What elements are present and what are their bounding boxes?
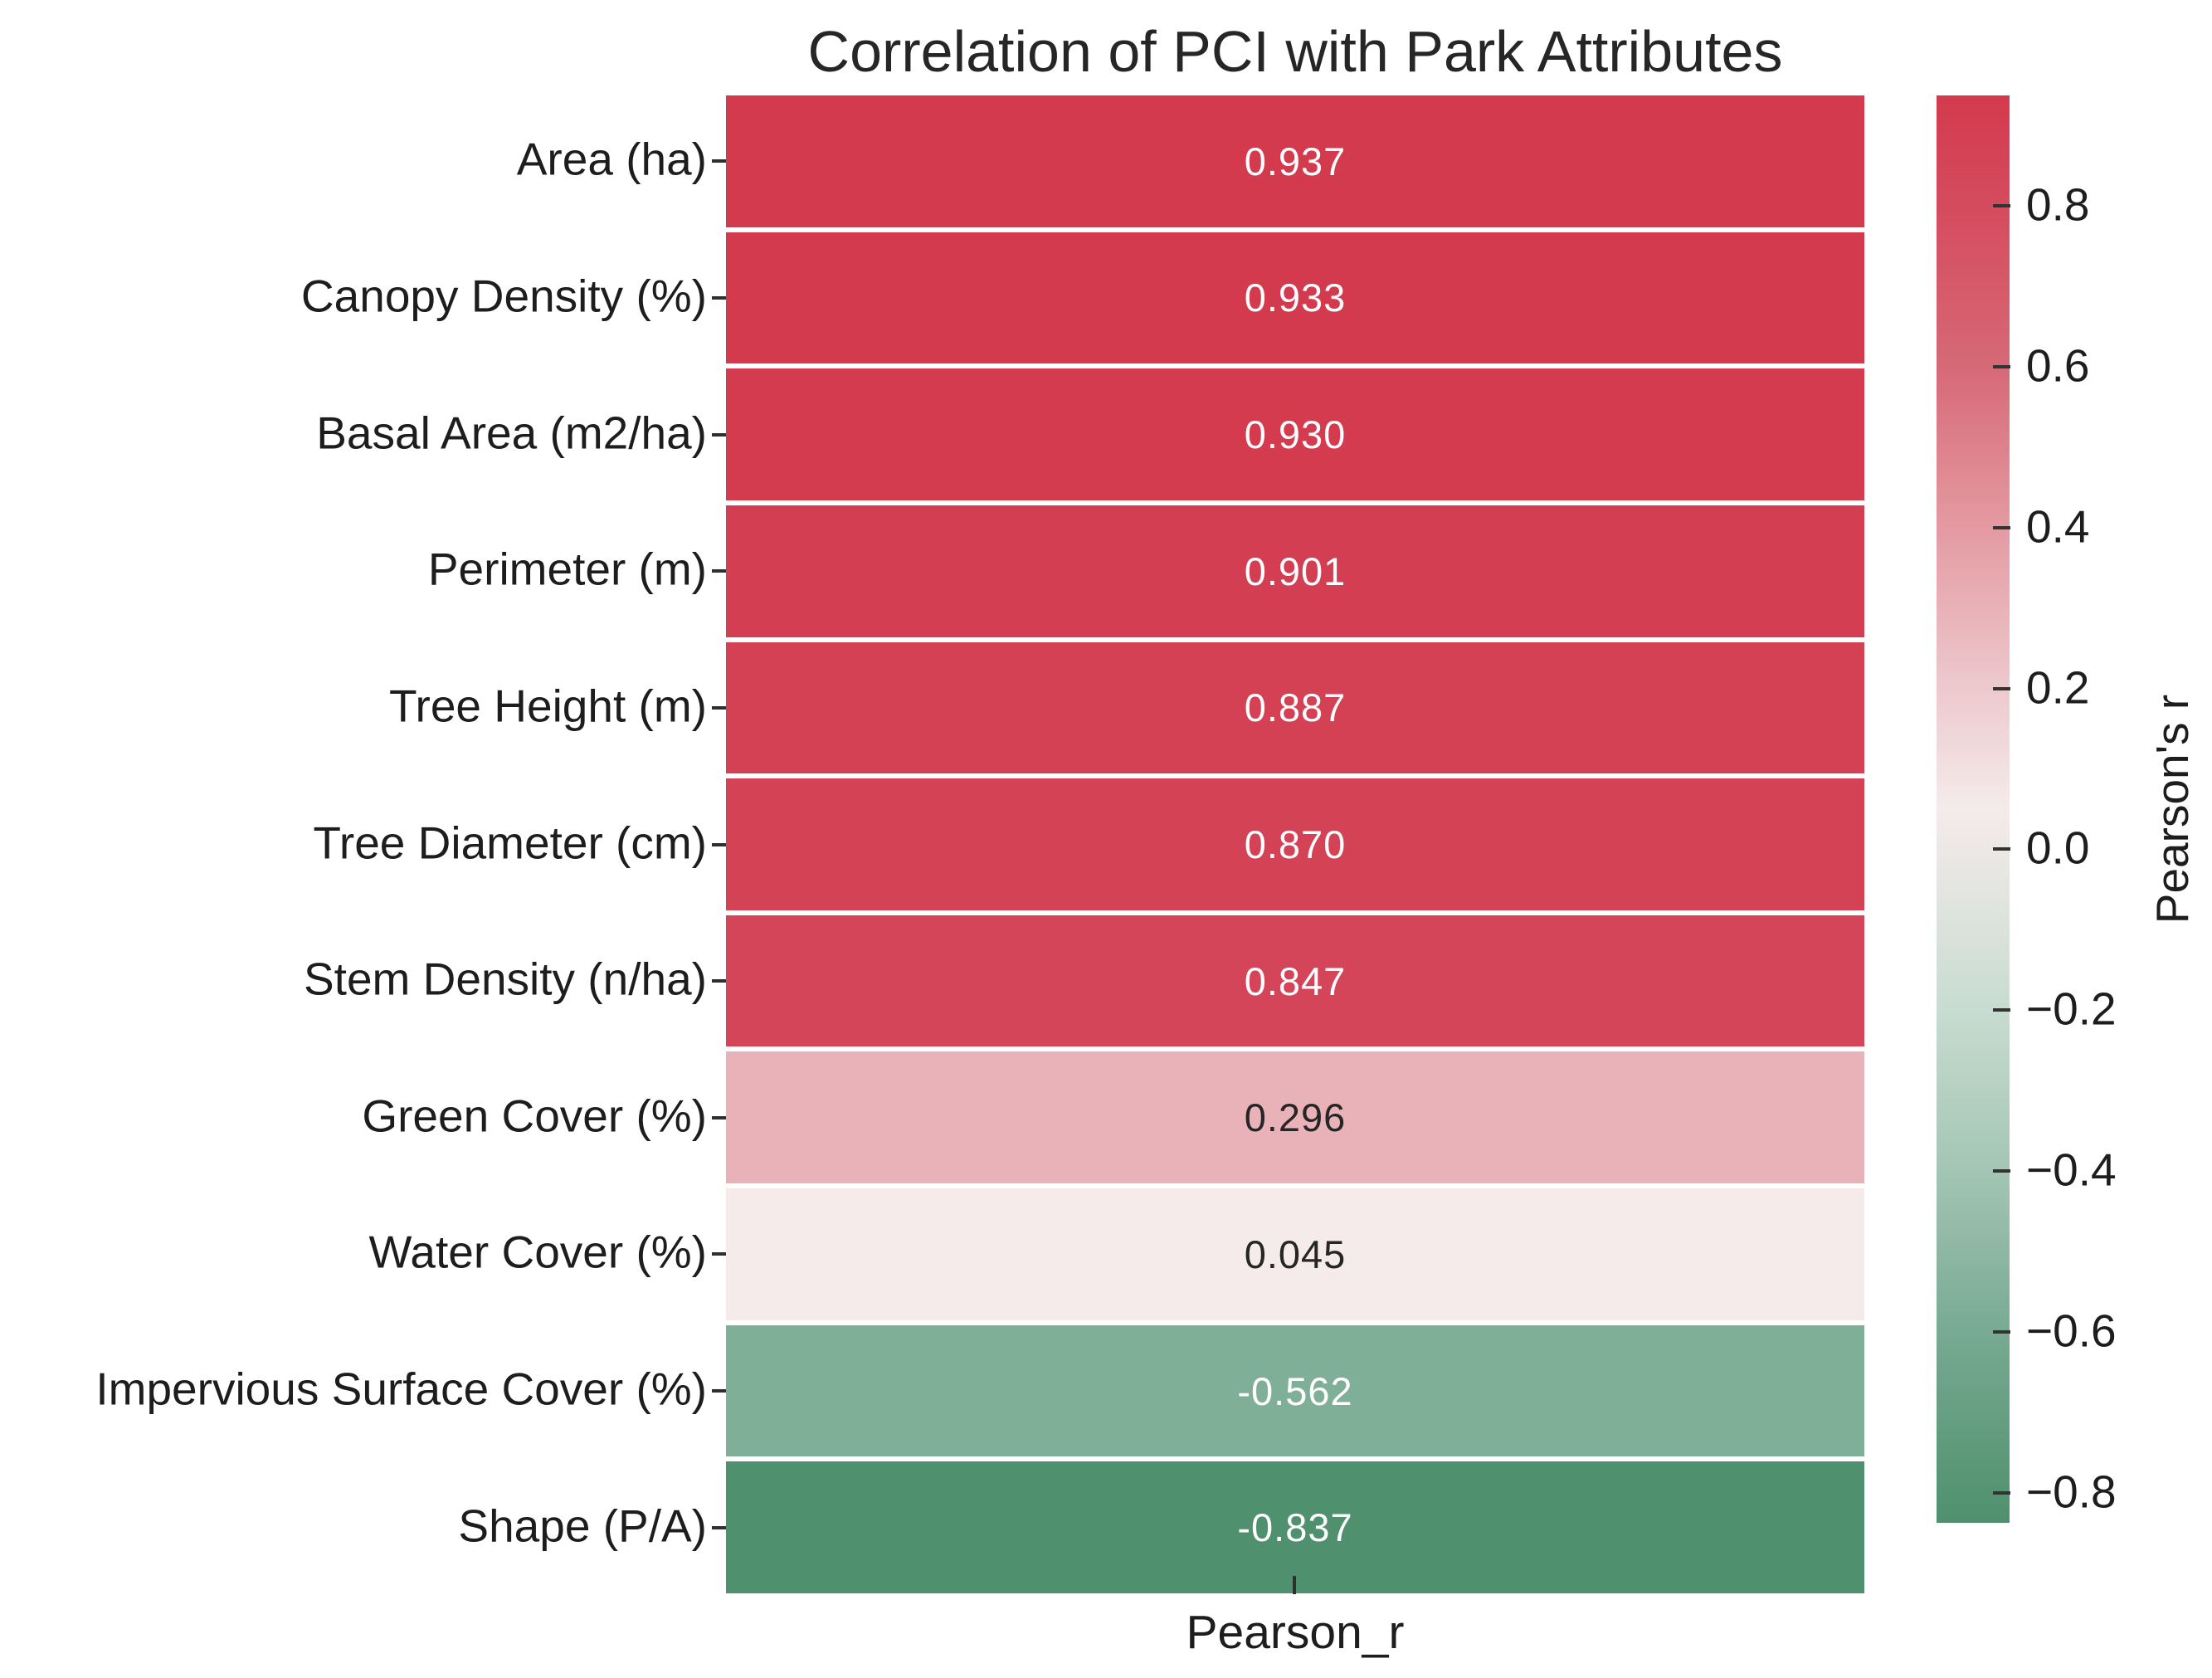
- colorbar-tick-label: −0.2: [2026, 983, 2117, 1035]
- row-label: Basal Area (m2/ha): [316, 406, 707, 458]
- colorbar-tick: [1993, 525, 2010, 529]
- cell-annotation: 0.847: [1244, 959, 1347, 1003]
- cell-annotation: 0.930: [1244, 412, 1347, 457]
- y-axis-tick: [712, 1525, 726, 1529]
- y-axis-tick: [712, 1252, 726, 1256]
- cell-annotation: 0.887: [1244, 685, 1347, 730]
- y-axis-tick: [712, 1389, 726, 1393]
- colorbar-tick-label: −0.4: [2026, 1144, 2117, 1196]
- row-label: Stem Density (n/ha): [303, 953, 707, 1005]
- heatmap-cell: 0.901: [726, 505, 1864, 637]
- colorbar: [1937, 95, 2010, 1523]
- colorbar-tick-label: 0.0: [2026, 822, 2090, 874]
- heatmap-cell: 0.930: [726, 368, 1864, 500]
- heatmap-cell: 0.933: [726, 232, 1864, 364]
- colorbar-tick: [1993, 203, 2010, 207]
- row-label: Canopy Density (%): [300, 270, 707, 322]
- heatmap-cell: 0.887: [726, 641, 1864, 774]
- heatmap-cell: -0.837: [726, 1461, 1864, 1594]
- cell-annotation: 0.870: [1244, 822, 1347, 867]
- y-axis-tick: [712, 1115, 726, 1119]
- row-label: Green Cover (%): [362, 1090, 707, 1142]
- cell-annotation: 0.933: [1244, 276, 1347, 320]
- colorbar-tick-label: −0.6: [2026, 1305, 2117, 1357]
- colorbar-tick: [1993, 364, 2010, 368]
- heatmap-cell: 0.937: [726, 95, 1864, 227]
- heatmap-cell: -0.562: [726, 1324, 1864, 1457]
- colorbar-tick-label: 0.2: [2026, 661, 2090, 713]
- cell-annotation: -0.562: [1237, 1368, 1353, 1413]
- colorbar-tick-label: 0.8: [2026, 178, 2090, 231]
- row-label: Tree Height (m): [388, 680, 707, 732]
- heatmap-cell: 0.870: [726, 778, 1864, 910]
- colorbar-tick-label: 0.4: [2026, 500, 2090, 553]
- colorbar-tick-label: −0.8: [2026, 1466, 2117, 1518]
- y-axis-tick: [712, 159, 726, 163]
- cell-annotation: 0.901: [1244, 549, 1347, 593]
- y-axis-tick: [712, 842, 726, 846]
- colorbar-tick: [1993, 1169, 2010, 1173]
- y-axis-tick: [712, 705, 726, 710]
- y-axis-tick: [712, 979, 726, 983]
- row-label: Water Cover (%): [368, 1226, 707, 1278]
- colorbar-tick: [1993, 1008, 2010, 1012]
- heatmap: 0.937 0.933 0.930 0.901 0.887 0.870 0.847 0.296…: [726, 95, 1864, 1594]
- cell-annotation: 0.045: [1244, 1232, 1347, 1276]
- row-label: Tree Diameter (cm): [313, 816, 707, 868]
- row-label: Shape (P/A): [458, 1499, 707, 1551]
- colorbar-tick: [1993, 1491, 2010, 1495]
- row-label: Area (ha): [516, 133, 707, 185]
- colorbar-label: Pearson's r: [2146, 694, 2198, 924]
- cell-annotation: 0.937: [1244, 139, 1347, 183]
- cell-annotation: 0.296: [1244, 1095, 1347, 1140]
- x-axis-label: Pearson_r: [1186, 1606, 1405, 1659]
- colorbar-tick-label: 0.6: [2026, 339, 2090, 392]
- x-axis-tick: [1293, 1576, 1296, 1594]
- heatmap-cell: 0.045: [726, 1188, 1864, 1320]
- y-axis-tick: [712, 569, 726, 573]
- heatmap-cell: 0.296: [726, 1051, 1864, 1184]
- cell-annotation: -0.837: [1237, 1505, 1353, 1550]
- row-label: Impervious Surface Cover (%): [95, 1363, 707, 1415]
- y-axis-tick: [712, 295, 726, 300]
- colorbar-tick: [1993, 847, 2010, 851]
- colorbar-tick: [1993, 686, 2010, 690]
- chart-title: Correlation of PCI with Park Attributes: [807, 19, 1783, 84]
- heatmap-cell: 0.847: [726, 915, 1864, 1047]
- colorbar-tick: [1993, 1330, 2010, 1334]
- row-label: Perimeter (m): [427, 543, 707, 595]
- y-axis-tick: [712, 432, 726, 437]
